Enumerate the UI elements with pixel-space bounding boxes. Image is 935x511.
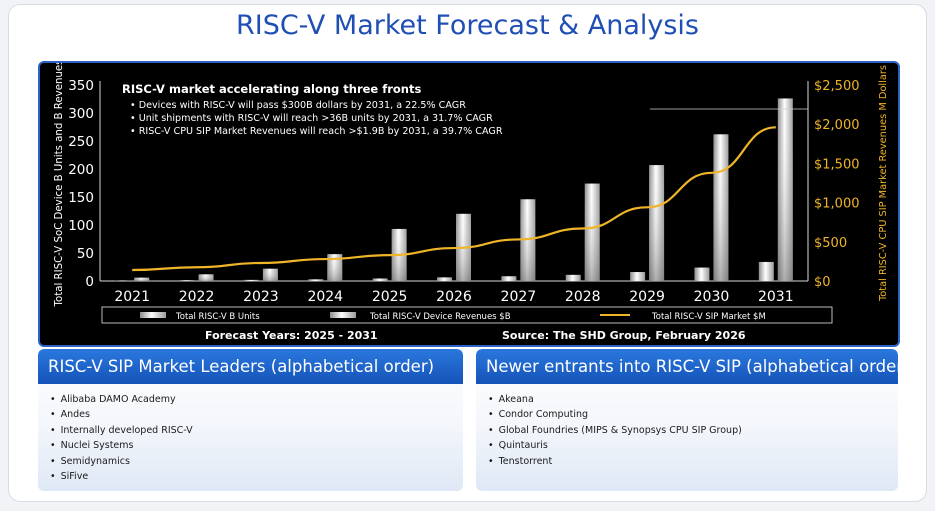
bar-units (437, 277, 452, 281)
x-tick-label: 2027 (501, 289, 537, 305)
y-tick-label: 0 (85, 274, 94, 290)
list-item: Condor Computing (488, 407, 898, 422)
legend-box (101, 306, 833, 324)
annotation-bullet: • Devices with RISC-V will pass $300B do… (130, 100, 466, 111)
sip-market-line (132, 126, 776, 272)
x-tick-label: 2021 (114, 289, 150, 305)
y-tick-label: 50 (77, 246, 94, 262)
list-item: Akeana (488, 392, 898, 407)
list-item: Alibaba DAMO Academy (50, 392, 463, 407)
bar-units (758, 261, 774, 281)
new-entrants-header: Newer entrants into RISC-V SIP (alphabet… (476, 349, 898, 384)
list-item: Tenstorrent (488, 454, 898, 469)
page-title: RISC-V Market Forecast & Analysis (235, 10, 700, 41)
new-entrants-panel: Newer entrants into RISC-V SIP (alphabet… (476, 349, 898, 491)
y-tick-label: 200 (68, 162, 94, 178)
new-entrants-list: Akeana Condor Computing Global Foundries… (476, 392, 898, 469)
y-right-tick-label: $1,000 (814, 197, 860, 212)
sip-leaders-header: RISC-V SIP Market Leaders (alphabetical … (38, 349, 463, 384)
list-item: Quintauris (488, 438, 898, 453)
x-tick-label: 2030 (694, 289, 730, 305)
bar-revenue-shade (327, 254, 343, 281)
bar-revenue-shade (198, 274, 214, 281)
bar-units (308, 279, 324, 281)
bar-units (630, 272, 646, 281)
bar-units (115, 280, 131, 281)
y-tick-label: 350 (68, 78, 94, 94)
y-right-tick-label: $2,000 (814, 118, 860, 133)
bar-units (694, 267, 710, 281)
y-tick-label: 250 (68, 134, 94, 150)
y-right-tick-label: $2,500 (814, 79, 860, 94)
y-tick-label: 150 (68, 190, 94, 206)
x-tick-label: 2023 (243, 289, 279, 305)
y-tick-label: 100 (68, 218, 94, 234)
annotation-bullet: • RISC-V CPU SIP Market Revenues will re… (130, 126, 503, 137)
bar-revenue-shade (649, 165, 665, 281)
bar-revenue-shade (713, 134, 729, 281)
y-right-axis-title: Total RISC-V CPU SIP Market Revenues M D… (878, 65, 889, 302)
footer-forecast-years: Forecast Years: 2025 - 2031 (205, 329, 378, 342)
bar-units (243, 279, 259, 281)
sip-leaders-list: Alibaba DAMO Academy Andes Internally de… (38, 392, 463, 484)
legend-label-sip: Total RISC-V SIP Market $M (651, 312, 766, 322)
y-axis-title: Total RISC-V SoC Device B Units and B Re… (54, 63, 65, 307)
x-tick-label: 2024 (307, 289, 343, 305)
x-tick-label: 2028 (565, 289, 601, 305)
x-tick-label: 2026 (436, 289, 472, 305)
x-tick-label: 2031 (758, 289, 794, 305)
list-item: Andes (50, 407, 463, 422)
legend-label-units: Total RISC-V B Units (175, 312, 260, 322)
y-right-tick-label: $0 (814, 275, 831, 290)
list-item: Internally developed RISC-V (50, 423, 463, 438)
sip-leaders-panel: RISC-V SIP Market Leaders (alphabetical … (38, 349, 463, 491)
footer-source: Source: The SHD Group, February 2026 (502, 329, 746, 342)
list-item: SiFive (50, 469, 463, 484)
list-item: Semidynamics (50, 454, 463, 469)
bar-revenue-shade (777, 98, 793, 281)
y-right-tick-label: $500 (814, 236, 847, 251)
bar-revenue-shade (134, 277, 150, 281)
y-tick-label: 300 (68, 106, 94, 122)
x-tick-label: 2025 (372, 289, 408, 305)
x-tick-label: 2022 (179, 289, 215, 305)
bar-units (565, 274, 581, 281)
bar-revenue-shade (584, 183, 600, 281)
bar-units (501, 276, 517, 281)
annotation-bullet: • Unit shipments with RISC-V will reach … (130, 113, 493, 124)
legend-label-revenue: Total RISC-V Device Revenues $B (369, 312, 511, 322)
bar-units (179, 280, 195, 281)
forecast-chart: 0 50 100 150 200 250 300 350 $0 $500 $1,000 $1,500 $… (54, 63, 889, 342)
bar-units (372, 278, 388, 281)
x-tick-label: 2029 (629, 289, 665, 305)
list-item: Global Foundries (MIPS & Synopsys CPU SI… (488, 423, 898, 438)
legend-swatch-revenue (330, 312, 356, 318)
list-item: Nuclei Systems (50, 438, 463, 453)
y-right-tick-label: $1,500 (814, 157, 860, 172)
bar-revenue-shade (262, 268, 278, 281)
annotation-title: RISC-V market accelerating along three f… (122, 82, 421, 96)
chart-panel: 0 50 100 150 200 250 300 350 $0 $500 $1,000 $1,500 $… (38, 61, 900, 347)
legend-swatch-units (140, 312, 166, 318)
